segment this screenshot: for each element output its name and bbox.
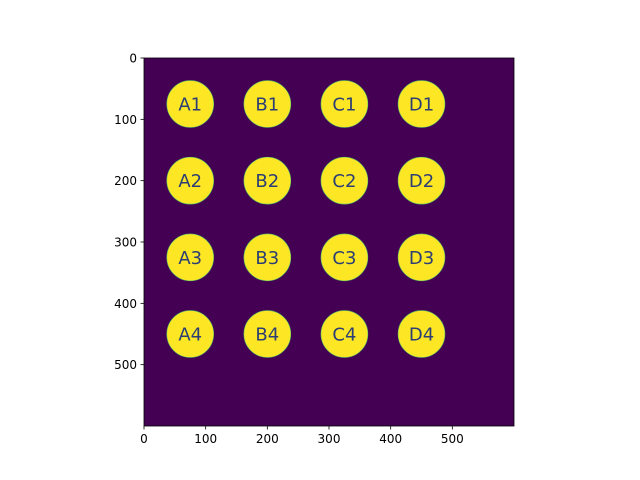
well-a4: A4 xyxy=(166,310,214,358)
well-c3: C3 xyxy=(320,233,369,282)
well-d2: D2 xyxy=(397,156,446,205)
well-circle xyxy=(243,156,292,205)
well-d4: D4 xyxy=(397,310,446,358)
y-tick-label: 100 xyxy=(114,113,137,127)
well-circle xyxy=(166,156,214,205)
well-b1: B1 xyxy=(243,80,292,128)
y-tick-label: 200 xyxy=(114,174,137,188)
well-a3: A3 xyxy=(166,233,214,282)
well-circle xyxy=(320,80,369,128)
well-label: D1 xyxy=(409,95,434,116)
well-label: C2 xyxy=(332,171,356,192)
well-circle xyxy=(397,310,446,358)
well-label: A2 xyxy=(178,171,202,192)
well-label: C3 xyxy=(332,248,356,269)
well-label: D2 xyxy=(409,171,434,192)
well-c4: C4 xyxy=(320,310,369,358)
well-b3: B3 xyxy=(243,233,292,282)
well-label: C1 xyxy=(332,95,356,116)
well-circle xyxy=(397,156,446,205)
axes: 0 100 200 300 400 500 0 100 200 300 400 500 xyxy=(114,52,515,446)
well-circle xyxy=(243,233,292,282)
well-circle xyxy=(320,310,369,358)
well-b2: B2 xyxy=(243,156,292,205)
well-label: D3 xyxy=(409,248,434,269)
well-d3: D3 xyxy=(397,233,446,282)
x-tick-label: 500 xyxy=(441,432,464,446)
well-label: B2 xyxy=(255,171,279,192)
well-d1: D1 xyxy=(397,80,446,128)
well-label: A1 xyxy=(178,95,202,116)
well-label: A4 xyxy=(178,325,202,346)
y-tick-label: 400 xyxy=(114,297,137,311)
well-label: B1 xyxy=(255,95,279,116)
well-circle xyxy=(243,310,292,358)
well-circles: A1 B1 C1 D1 A2 B2 C2 D2 A3 B3 C3 D3 A4 B4 C4 D4 xyxy=(166,80,446,358)
well-circle xyxy=(397,80,446,128)
x-tick-label: 100 xyxy=(194,432,217,446)
well-label: D4 xyxy=(409,325,434,346)
well-circle xyxy=(243,80,292,128)
y-tick-label: 300 xyxy=(114,236,137,250)
well-circle xyxy=(397,233,446,282)
well-a2: A2 xyxy=(166,156,214,205)
well-label: B4 xyxy=(255,325,279,346)
y-tick-label: 0 xyxy=(129,52,137,66)
x-tick-label: 0 xyxy=(140,432,148,446)
well-circle xyxy=(166,80,214,128)
well-label: C4 xyxy=(332,325,356,346)
well-b4: B4 xyxy=(243,310,292,358)
x-tick-label: 400 xyxy=(379,432,402,446)
well-c2: C2 xyxy=(320,156,369,205)
well-label: A3 xyxy=(178,248,202,269)
well-c1: C1 xyxy=(320,80,369,128)
well-circle xyxy=(320,156,369,205)
x-tick-label: 300 xyxy=(318,432,341,446)
well-circle xyxy=(166,310,214,358)
well-label: B3 xyxy=(255,248,279,269)
well-circle xyxy=(166,233,214,282)
y-tick-label: 500 xyxy=(114,358,137,372)
well-a1: A1 xyxy=(166,80,214,128)
well-circle xyxy=(320,233,369,282)
x-tick-label: 200 xyxy=(256,432,279,446)
